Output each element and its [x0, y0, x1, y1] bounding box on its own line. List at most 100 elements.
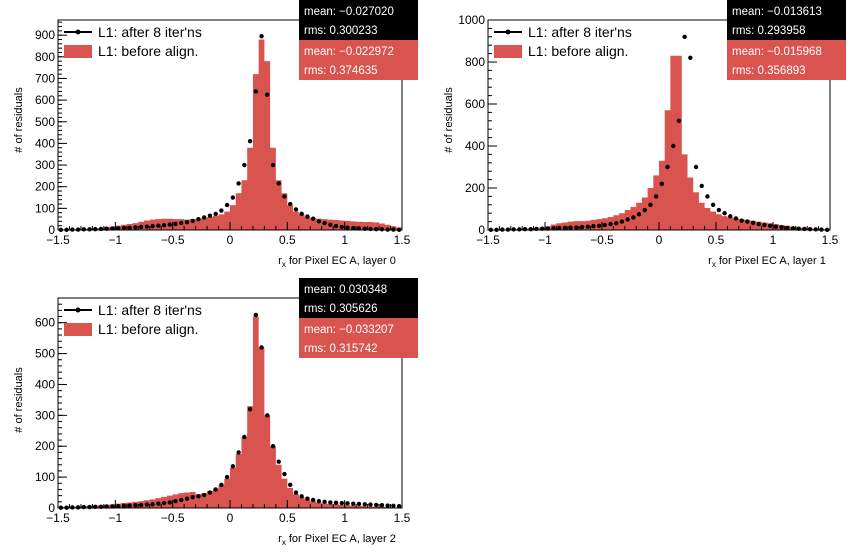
data-point [362, 502, 367, 507]
x-tick-label: 0 [227, 233, 234, 247]
data-point [693, 164, 699, 170]
data-point [265, 413, 270, 418]
data-point [127, 225, 132, 231]
data-point [213, 211, 218, 217]
data-point [705, 194, 710, 199]
y-tick-label: 700 [35, 71, 55, 85]
x-tick-label: −0.5 [590, 233, 614, 247]
data-point [688, 55, 693, 60]
y-tick-label: 200 [465, 181, 485, 195]
data-point [150, 502, 155, 507]
data-point [259, 34, 264, 39]
data-point [631, 215, 636, 220]
y-tick-label: 600 [465, 97, 485, 111]
data-point [785, 225, 790, 231]
data-point [70, 505, 75, 510]
y-tick-label: 900 [35, 28, 55, 42]
data-point [351, 225, 356, 231]
y-tick-label: 800 [35, 50, 55, 64]
data-point [750, 220, 756, 226]
data-point [179, 497, 184, 503]
data-point [636, 212, 642, 217]
data-point [156, 223, 161, 228]
x-tick-label: 0 [227, 511, 234, 525]
data-point [116, 226, 121, 231]
y-tick-label: 0 [48, 223, 55, 237]
data-point [202, 492, 207, 498]
legend-marker-after [75, 29, 81, 35]
stats-mean: mean: −0.033207 [304, 324, 394, 336]
data-point [75, 505, 81, 510]
data-point [247, 406, 253, 412]
data-point [648, 202, 653, 207]
data-point [270, 162, 276, 168]
chart-panel-2: −1.5 −1 −0.5 0 0.5 1 1.5 0 100 200 300 400 500 600 rx … [13, 278, 418, 547]
data-point [345, 225, 350, 230]
legend-label-after: L1: after 8 iter'ns [528, 24, 632, 40]
data-point [608, 221, 613, 227]
x-tick-label: −1.5 [46, 233, 70, 247]
data-point [339, 500, 344, 506]
data-point [236, 450, 241, 455]
stats-box [299, 318, 418, 358]
data-point [276, 181, 281, 186]
x-tick-label: 0.5 [279, 511, 296, 525]
chart-panel-1: −1.5 −1 −0.5 0 0.5 1 1.5 0 200 400 600 800 1000 rx fo… [443, 0, 846, 269]
data-point [288, 201, 293, 207]
stats-rms: rms: 0.300233 [304, 25, 378, 37]
data-point [345, 501, 350, 506]
x-axis-label: rx for Pixel EC A, layer 1 [708, 255, 826, 269]
stats-box [299, 278, 418, 318]
stats-rms: rms: 0.374635 [304, 65, 378, 77]
x-tick-label: −1 [108, 233, 122, 247]
data-point [299, 211, 304, 216]
stats-mean: mean: −0.013613 [732, 6, 822, 18]
data-point [710, 202, 716, 207]
data-point [173, 221, 178, 227]
data-point [619, 219, 625, 224]
data-point [224, 474, 230, 480]
data-point [144, 502, 150, 507]
histogram-before-align [58, 316, 402, 508]
data-point [81, 504, 87, 510]
data-point [745, 219, 750, 224]
data-point [242, 162, 247, 168]
data-point [190, 494, 195, 500]
stats-rms: rms: 0.315742 [304, 343, 378, 355]
data-point [316, 219, 322, 224]
histogram-before-align [488, 55, 830, 231]
data-point [574, 225, 579, 230]
data-point [699, 183, 704, 189]
y-tick-label: 600 [35, 316, 55, 330]
x-tick-label: 1 [341, 233, 348, 247]
data-point [585, 224, 590, 229]
data-point [133, 503, 138, 508]
x-tick-label: −1.5 [46, 511, 70, 525]
stats-box [299, 40, 418, 80]
legend-marker-after [505, 29, 511, 35]
data-point [305, 214, 310, 219]
stats-box [299, 0, 418, 40]
data-point [562, 225, 568, 231]
legend-swatch-before [494, 45, 522, 58]
data-point [150, 223, 155, 229]
x-tick-label: 1.5 [822, 233, 839, 247]
x-tick-label: 1 [341, 511, 348, 525]
data-point [356, 501, 362, 507]
data-point [144, 224, 150, 229]
data-point [807, 226, 813, 232]
data-point [568, 225, 573, 230]
y-tick-label: 500 [35, 115, 55, 129]
x-tick-label: −1.5 [476, 233, 500, 247]
data-point [87, 504, 92, 510]
y-tick-label: 300 [35, 158, 55, 172]
data-point [322, 499, 327, 505]
data-point [219, 482, 224, 488]
data-point [184, 220, 190, 225]
data-point [733, 216, 739, 221]
data-point [728, 214, 733, 219]
y-tick-label: 200 [35, 439, 55, 453]
y-tick-label: 100 [35, 470, 55, 484]
data-point [127, 503, 132, 508]
